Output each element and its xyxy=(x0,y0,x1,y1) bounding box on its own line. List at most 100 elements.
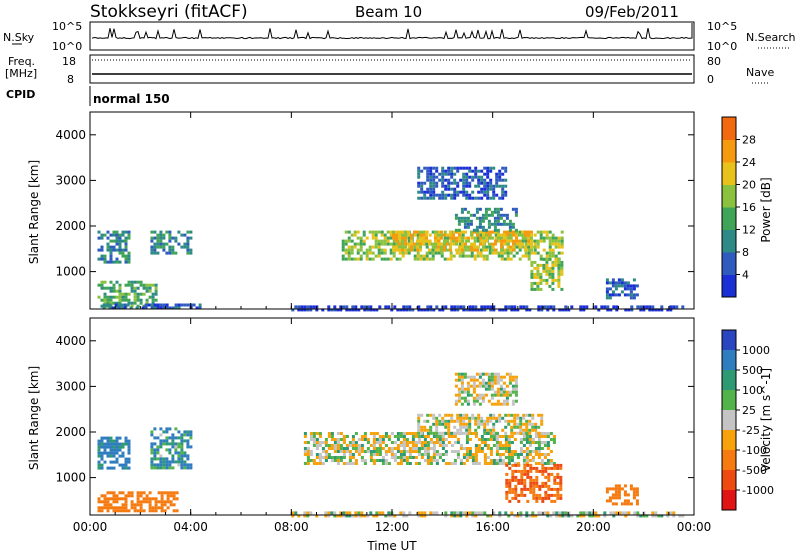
vel-cell-3 xyxy=(438,456,442,459)
vel-cell-5 xyxy=(478,396,482,400)
power-cell-0 xyxy=(109,280,113,284)
power-cell-5 xyxy=(458,230,461,234)
power-cell-7 xyxy=(474,166,478,170)
vel-cell-4 xyxy=(459,428,463,432)
power-cell-8 xyxy=(542,257,546,261)
vel-cell-6 xyxy=(532,481,536,485)
power-cell-4 xyxy=(356,242,360,246)
vel-cell-1 xyxy=(127,442,131,446)
vel-cell-5 xyxy=(463,399,467,403)
vel-cell-4 xyxy=(447,425,451,429)
vel-cell-8 xyxy=(594,511,598,515)
vel-cell-2 xyxy=(165,448,169,452)
power-cell-4 xyxy=(449,251,453,255)
power-cell-1 xyxy=(97,230,101,234)
noise-search-label: N.Search xyxy=(746,31,796,44)
power-cell-9 xyxy=(617,293,621,297)
power-cell-2 xyxy=(168,245,172,249)
power-cell-10 xyxy=(501,308,505,312)
power-cell-0 xyxy=(115,301,119,305)
power-cell-1 xyxy=(124,245,128,249)
vel-cell-3 xyxy=(537,441,541,444)
power-cell-4 xyxy=(533,233,537,237)
power-cell-0 xyxy=(109,289,113,293)
vel-cell-8 xyxy=(645,514,649,518)
power-cell-7 xyxy=(447,178,451,182)
vel-cell-0 xyxy=(121,491,125,495)
power-cell-4 xyxy=(521,245,525,249)
power-cell-1 xyxy=(97,248,101,252)
vel-cell-6 xyxy=(505,490,509,494)
vel-cell-0 xyxy=(139,509,143,513)
vel-cell-1 xyxy=(106,436,110,440)
power-cell-3 xyxy=(156,303,160,307)
vel-cell-8 xyxy=(402,514,406,518)
vel-cell-6 xyxy=(550,487,554,491)
vel-cell-8 xyxy=(333,514,337,518)
vel-cell-5 xyxy=(460,378,464,382)
cpid-label: CPID xyxy=(6,88,35,101)
vel-cell-4 xyxy=(453,425,457,429)
vel-cell-5 xyxy=(454,384,458,388)
power-cell-5 xyxy=(506,242,509,246)
vel-cell-2 xyxy=(183,460,187,464)
power-cell-9 xyxy=(632,278,636,282)
power-cell-8 xyxy=(536,287,540,291)
vel-cell-2 xyxy=(189,430,193,434)
power-cell-10 xyxy=(429,305,433,309)
vel-cell-6 xyxy=(541,463,545,467)
vel-cell-1 xyxy=(97,460,101,464)
power-cell-8 xyxy=(560,287,564,291)
power-cell-7 xyxy=(501,196,505,200)
vel-cell-5 xyxy=(457,399,461,403)
power-cell-5 xyxy=(482,236,485,240)
vel-cell-3 xyxy=(477,462,481,465)
power-cell-8 xyxy=(557,272,561,276)
power-cell-7 xyxy=(468,169,472,173)
power-cell-2 xyxy=(177,242,181,246)
power-cell-0 xyxy=(139,292,143,296)
vel-cell-3 xyxy=(381,462,385,465)
vel-cell-8 xyxy=(456,514,460,518)
vel-cell-3 xyxy=(318,456,322,459)
vel-cell-3 xyxy=(486,462,490,465)
power-cell-8 xyxy=(548,266,552,270)
vel-cell-3 xyxy=(498,447,502,450)
vel-cell-1 xyxy=(115,442,119,446)
power-cell-7 xyxy=(504,184,508,188)
power-cell-2 xyxy=(156,245,160,249)
vel-cell-4 xyxy=(513,419,517,423)
power-cell-4 xyxy=(365,254,369,258)
power-cb-tick-label-3: 16 xyxy=(742,201,756,214)
vel-cell-4 xyxy=(435,425,439,429)
vel-cell-4 xyxy=(528,422,532,426)
power-cell-10 xyxy=(366,305,370,309)
power-cell-2 xyxy=(153,251,157,255)
power-cell-4 xyxy=(533,251,537,255)
vel-cell-5 xyxy=(469,375,473,379)
power-cell-0 xyxy=(97,283,101,287)
vel-cell-3 xyxy=(519,441,523,444)
power-cell-4 xyxy=(449,257,453,261)
vel-cell-3 xyxy=(429,447,433,450)
power-cell-4 xyxy=(398,251,402,255)
vel-cell-0 xyxy=(112,500,116,504)
vel-cell-6 xyxy=(505,481,509,485)
vel-cell-3 xyxy=(333,438,337,441)
power-cell-10 xyxy=(309,308,313,312)
vel-cell-7 xyxy=(635,490,639,494)
power-cell-2 xyxy=(162,242,166,246)
vel-cell-2 xyxy=(162,463,166,467)
vel-cell-8 xyxy=(624,514,628,518)
vel-cell-3 xyxy=(378,459,382,462)
vel-cell-8 xyxy=(552,511,556,515)
power-cell-4 xyxy=(413,233,417,237)
power-cb-tick-label-5: 24 xyxy=(742,156,756,169)
vel-cell-8 xyxy=(546,511,550,515)
vel-cell-3 xyxy=(483,456,487,459)
vel-cell-8 xyxy=(315,514,319,518)
power-cell-6 xyxy=(490,222,494,226)
vel-cell-6 xyxy=(535,478,539,482)
power-cell-6 xyxy=(454,228,458,232)
vel-cell-3 xyxy=(543,441,547,444)
